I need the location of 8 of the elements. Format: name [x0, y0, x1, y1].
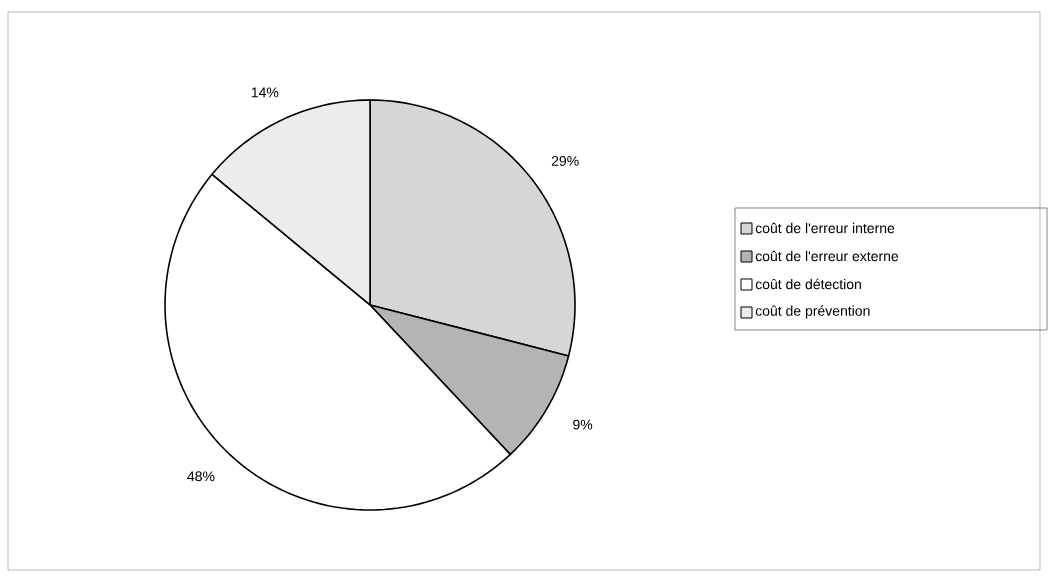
- legend-label: coût de l'erreur interne: [755, 222, 895, 234]
- data-label: 29%: [551, 155, 579, 166]
- data-label: 9%: [573, 419, 593, 430]
- data-label: 14%: [251, 87, 279, 98]
- data-label: 48%: [187, 471, 215, 482]
- legend-label: coût de détection: [755, 278, 861, 290]
- legend-label: coût de prévention: [755, 305, 870, 319]
- legend-label: coût de l'erreur externe: [755, 250, 899, 262]
